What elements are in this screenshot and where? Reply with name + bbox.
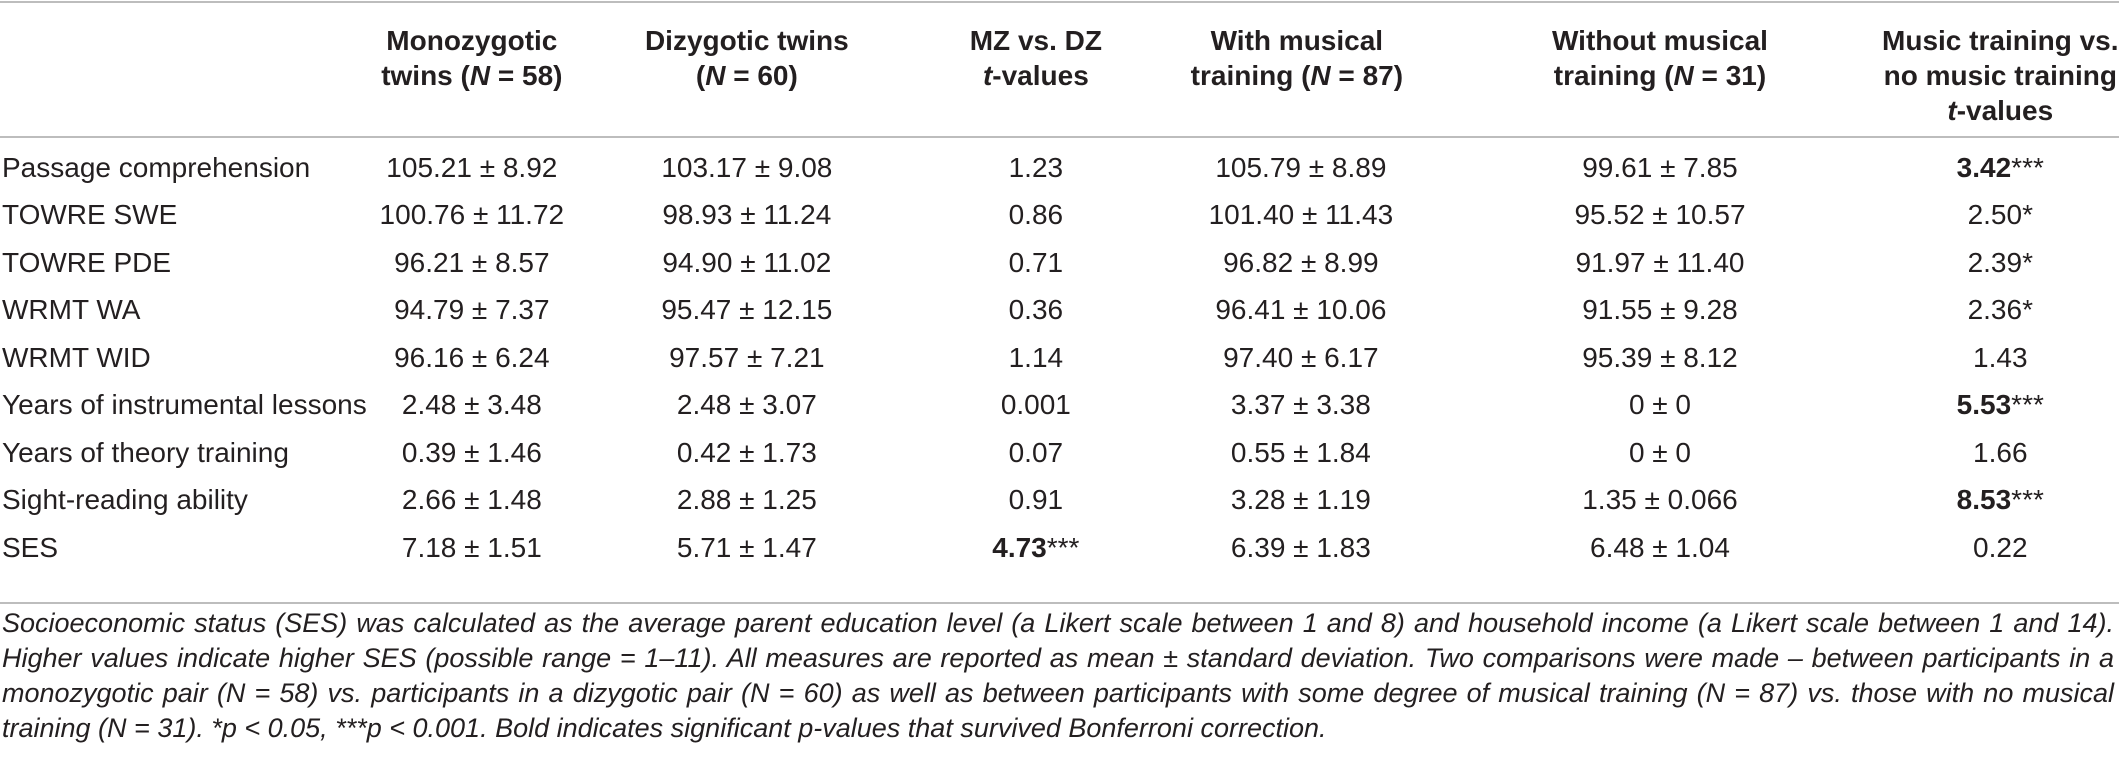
with-music-value: 3.28 ± 1.19 — [1230, 484, 1371, 516]
table-row: TOWRE SWE 100.76 ± 11.72 98.93 ± 11.24 0.86… — [0, 192, 2119, 240]
row-label: TOWRE PDE — [2, 246, 172, 278]
mz-vs-dz-t: 0.07 — [1008, 436, 1064, 468]
header-monozygotic: Monozygotic twins (N = 58) — [381, 25, 563, 91]
mz-value: 0.39 ± 1.46 — [401, 436, 542, 468]
music-vs-no-music-t: 5.53*** — [1956, 389, 2044, 421]
mz-value: 2.66 ± 1.48 — [401, 484, 542, 516]
with-music-value: 3.37 ± 3.38 — [1230, 389, 1371, 421]
music-vs-no-music-t: 3.42*** — [1956, 151, 2044, 183]
mz-value: 96.21 ± 8.57 — [394, 246, 550, 278]
music-vs-no-music-t: 1.43 — [1973, 341, 2028, 373]
significance-stars: *** — [2011, 151, 2044, 183]
significance-stars: * — [2022, 294, 2033, 326]
mz-value: 105.21 ± 8.92 — [386, 151, 558, 183]
table-footnote: Socioeconomic status (SES) was calculate… — [2, 608, 2114, 743]
mz-vs-dz-t: 1.23 — [1008, 151, 1064, 183]
significance-stars: * — [2022, 246, 2033, 278]
header-dizygotic: Dizygotic twins (N = 60) — [644, 25, 849, 91]
dz-value: 5.71 ± 1.47 — [676, 531, 817, 563]
mz-value: 100.76 ± 11.72 — [379, 199, 565, 231]
dz-value: 2.48 ± 3.07 — [676, 389, 817, 421]
dz-value: 2.88 ± 1.25 — [676, 484, 817, 516]
with-music-value: 97.40 ± 6.17 — [1223, 341, 1379, 373]
header-mz-vs-dz: MZ vs. DZ t-values — [969, 25, 1102, 91]
mz-vs-dz-t: 0.36 — [1008, 294, 1064, 326]
table-row: WRMT WID 96.16 ± 6.24 97.57 ± 7.21 1.14 97.4… — [0, 334, 2119, 382]
without-music-value: 6.48 ± 1.04 — [1590, 531, 1730, 563]
mz-vs-dz-t: 0.91 — [1008, 484, 1064, 516]
mz-vs-dz-t: 0.86 — [1008, 199, 1064, 231]
dz-value: 98.93 ± 11.24 — [662, 199, 832, 231]
without-music-value: 91.55 ± 9.28 — [1582, 294, 1738, 326]
with-music-value: 0.55 ± 1.84 — [1230, 436, 1371, 468]
with-music-value: 6.39 ± 1.83 — [1230, 531, 1371, 563]
music-vs-no-music-t: 2.39* — [1967, 246, 2033, 278]
music-vs-no-music-t: 1.66 — [1973, 436, 2028, 468]
with-music-value: 96.82 ± 8.99 — [1223, 246, 1379, 278]
mz-value: 94.79 ± 7.37 — [394, 294, 550, 326]
significance-stars: * — [2022, 199, 2033, 231]
dz-value: 94.90 ± 11.02 — [662, 246, 832, 278]
table-row: Sight-reading ability 2.66 ± 1.48 2.88 ± 1… — [0, 477, 2119, 525]
without-music-value: 1.35 ± 0.066 — [1582, 484, 1738, 516]
row-label: WRMT WID — [2, 341, 151, 373]
without-music-value: 95.52 ± 10.57 — [1574, 199, 1746, 231]
significance-stars: *** — [2011, 389, 2044, 421]
row-label: Years of theory training — [2, 436, 289, 468]
significance-stars: *** — [1046, 531, 1080, 563]
dz-value: 95.47 ± 12.15 — [661, 294, 833, 326]
music-vs-no-music-t: 8.53*** — [1956, 484, 2044, 516]
mz-vs-dz-t: 0.71 — [1008, 246, 1064, 278]
results-table: Monozygotic twins (N = 58) Dizygotic twi… — [0, 0, 2119, 572]
mz-vs-dz-t: 4.73*** — [992, 531, 1080, 563]
header-with-musical: With musical training (N = 87) — [1190, 25, 1404, 91]
row-label: Years of instrumental lessons — [2, 389, 367, 421]
dz-value: 103.17 ± 9.08 — [661, 151, 833, 183]
table-row: WRMT WA 94.79 ± 7.37 95.47 ± 12.15 0.36 96.4… — [0, 287, 2119, 335]
table-row: Years of instrumental lessons 2.48 ± 3.48… — [0, 382, 2119, 430]
header-music-vs-no-music: Music training vs. no music training t-v… — [1882, 25, 2119, 126]
without-music-value: 0 ± 0 — [1628, 389, 1692, 421]
without-music-value: 0 ± 0 — [1628, 436, 1692, 468]
header-label — [0, 0, 370, 136]
without-music-value: 91.97 ± 11.40 — [1575, 246, 1745, 278]
table-row: Passage comprehension 105.21 ± 8.92 103.17… — [0, 136, 2119, 192]
mz-vs-dz-t: 1.14 — [1008, 341, 1064, 373]
significance-stars: *** — [2011, 484, 2044, 516]
with-music-value: 105.79 ± 8.89 — [1215, 151, 1387, 183]
mz-value: 96.16 ± 6.24 — [394, 341, 550, 373]
header-without-musical: Without musical training (N = 31) — [1551, 25, 1768, 91]
table-top-rule — [0, 1, 2119, 3]
table-row: SES 7.18 ± 1.51 5.71 ± 1.47 4.73*** 6.39 ± 1… — [0, 524, 2119, 572]
dz-value: 97.57 ± 7.21 — [669, 341, 825, 373]
mz-value: 7.18 ± 1.51 — [401, 531, 542, 563]
row-label: SES — [2, 531, 59, 563]
without-music-value: 95.39 ± 8.12 — [1582, 341, 1738, 373]
table-row: Years of theory training 0.39 ± 1.46 0.42 … — [0, 429, 2119, 477]
music-vs-no-music-t: 0.22 — [1973, 531, 2028, 563]
row-label: Sight-reading ability — [2, 484, 248, 516]
music-vs-no-music-t: 2.36* — [1967, 294, 2033, 326]
music-vs-no-music-t: 2.50* — [1967, 199, 2033, 231]
table-row: TOWRE PDE 96.21 ± 8.57 94.90 ± 11.02 0.71 96… — [0, 239, 2119, 287]
row-label: TOWRE SWE — [2, 199, 178, 231]
header-row: Monozygotic twins (N = 58) Dizygotic twi… — [0, 0, 2119, 136]
row-label: Passage comprehension — [2, 151, 311, 183]
row-label: WRMT WA — [2, 294, 141, 326]
with-music-value: 101.40 ± 11.43 — [1208, 199, 1394, 231]
without-music-value: 99.61 ± 7.85 — [1582, 151, 1738, 183]
dz-value: 0.42 ± 1.73 — [676, 436, 817, 468]
mz-value: 2.48 ± 3.48 — [401, 389, 542, 421]
with-music-value: 96.41 ± 10.06 — [1215, 294, 1387, 326]
mz-vs-dz-t: 0.001 — [1000, 389, 1071, 421]
table-header-rule — [0, 136, 2119, 138]
table-bottom-rule — [0, 602, 2119, 604]
